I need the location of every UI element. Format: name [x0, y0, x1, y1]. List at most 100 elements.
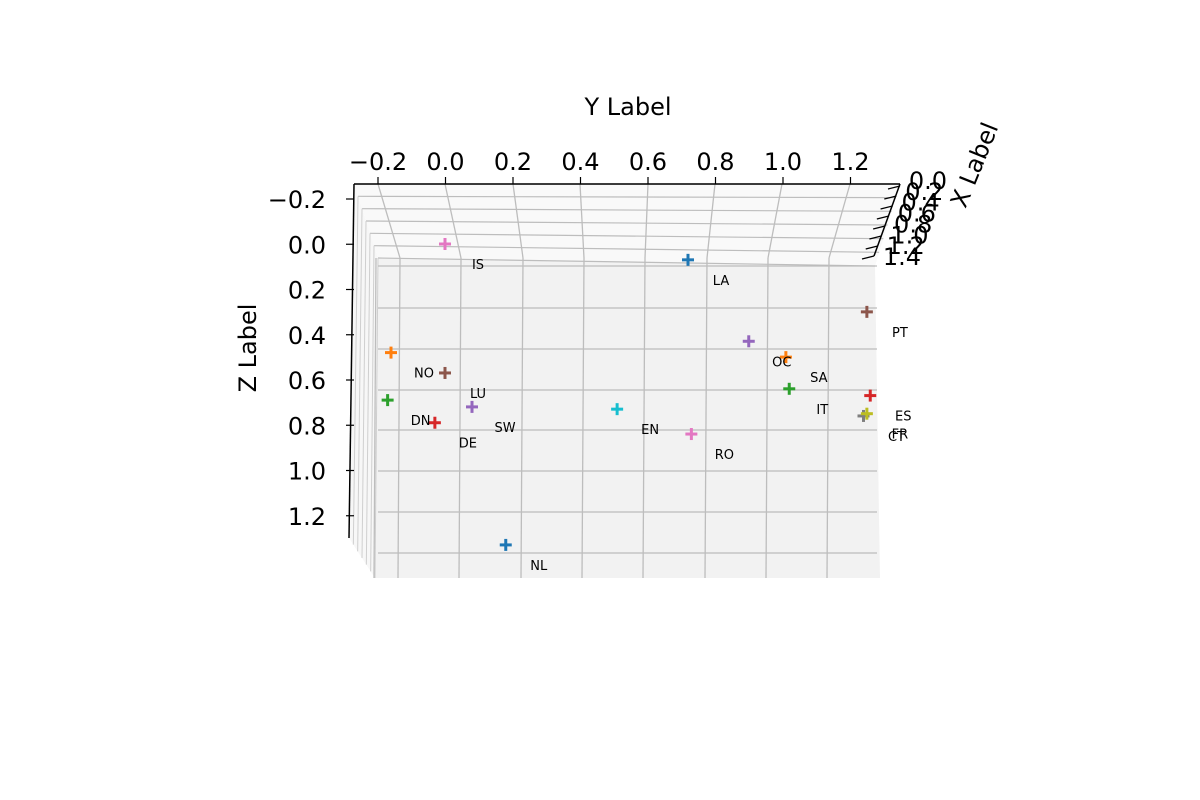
point-label: FR — [892, 428, 909, 443]
depth-gridline — [374, 257, 379, 579]
z-axis-title: Z Label — [234, 304, 262, 393]
point-label: DE — [459, 437, 477, 452]
depth-gridline — [361, 220, 367, 559]
point-label: PT — [892, 326, 908, 341]
data-point: IS — [439, 238, 484, 273]
vertical-gridline — [704, 257, 708, 579]
back-pane — [375, 258, 880, 578]
x-tick-label: 1.0 — [890, 221, 928, 249]
depth-gridline — [357, 208, 363, 552]
point-label: SW — [494, 421, 515, 436]
vertical-gridline — [373, 257, 377, 579]
vertical-gridline — [767, 183, 783, 259]
z-tick-label: −0.2 — [268, 186, 326, 214]
point-label: NL — [530, 559, 548, 574]
x-tick-mark — [865, 245, 878, 250]
point-label: SA — [810, 371, 827, 386]
vertical-gridline — [581, 257, 585, 579]
vertical-gridline — [377, 183, 401, 259]
chart-panes — [349, 184, 900, 578]
x-axis-title: X Label — [945, 119, 1004, 212]
vertical-gridline — [444, 183, 462, 259]
z-tick-label: 0.8 — [288, 412, 326, 440]
x-tick-mark — [869, 235, 882, 240]
data-point: DE — [428, 416, 477, 452]
data-point: LA — [682, 253, 730, 289]
data-point: SW — [466, 400, 516, 436]
z-tick-label: 1.2 — [288, 503, 326, 531]
vertical-gridline — [520, 257, 524, 579]
vertical-gridline — [826, 257, 830, 579]
left-pane — [349, 184, 378, 578]
y-tick-label: 0.2 — [494, 148, 532, 176]
z-tick-label: 0.6 — [288, 367, 326, 395]
vertical-gridline — [642, 257, 646, 579]
x-tick-mark — [872, 225, 886, 230]
z-tick-label: 0.2 — [288, 277, 326, 305]
vertical-gridline — [512, 183, 524, 259]
point-label: IS — [472, 258, 484, 273]
vertical-gridline — [765, 257, 769, 579]
point-label: NO — [414, 367, 434, 382]
vertical-gridline — [706, 183, 716, 259]
point-label: LA — [713, 274, 730, 289]
x-tick-label: 0.8 — [894, 210, 932, 238]
y-tick-label: 1.0 — [764, 148, 802, 176]
vertical-gridline — [644, 183, 649, 259]
x-tick-mark — [861, 255, 875, 260]
chart-axes — [346, 177, 901, 539]
vertical-gridline — [579, 183, 585, 259]
chart-tick-labels: −0.2 0.0 0.2 0.4 0.6 0.8 1.0 1.2−0.20.00.20.40.… — [268, 148, 947, 531]
chart-points: IS LA PT SA IT CT ES FR OC EN RO LU SW DE NO DN NL — [381, 238, 911, 574]
y-axis-title: Y Label — [583, 93, 671, 121]
depth-gridline — [352, 196, 359, 545]
y-tick-label: −0.2 — [349, 148, 407, 176]
y-tick-label: 0.8 — [696, 148, 734, 176]
depth-gridline — [370, 245, 375, 572]
x-tick-label: 0.0 — [909, 167, 947, 195]
z-tick-label: 1.0 — [288, 458, 326, 486]
data-point: SA — [779, 351, 828, 386]
z-axis-line — [348, 183, 355, 539]
data-point: OC — [742, 335, 791, 370]
y-tick-label: 0.6 — [629, 148, 667, 176]
z-tick-label: 0.0 — [288, 231, 326, 259]
data-point: PT — [860, 305, 908, 341]
point-label: EN — [641, 423, 659, 438]
z-tick-label: 0.4 — [288, 322, 326, 350]
y-tick-label: 0.0 — [426, 148, 464, 176]
data-point: ES — [864, 389, 911, 425]
vertical-gridline — [397, 257, 401, 579]
vertical-gridline — [828, 183, 851, 259]
data-point: LU — [439, 366, 486, 402]
x-tick-label: 0.4 — [901, 189, 939, 217]
point-label: DN — [411, 414, 431, 429]
point-label: OC — [772, 355, 791, 370]
x-tick-mark — [876, 215, 890, 220]
depth-gridline — [365, 233, 371, 565]
point-label: RO — [715, 448, 734, 463]
data-point: FR — [860, 407, 909, 443]
data-point: DN — [381, 394, 431, 429]
x-tick-mark — [887, 185, 901, 190]
x-tick-mark — [884, 195, 897, 200]
vertical-gridline — [458, 257, 462, 579]
data-point: IT — [783, 382, 828, 418]
data-point: NO — [385, 346, 434, 382]
point-label: CT — [888, 430, 905, 445]
point-label: LU — [470, 387, 486, 402]
x-tick-label: 1.2 — [887, 232, 925, 260]
point-label: ES — [895, 410, 911, 425]
x-tick-label: 0.2 — [905, 178, 943, 206]
point-label: IT — [816, 403, 828, 418]
y-tick-label: 0.4 — [561, 148, 599, 176]
data-point: RO — [685, 428, 734, 463]
data-point: EN — [611, 403, 659, 438]
data-point: NL — [499, 538, 548, 574]
x-tick-label: 1.4 — [883, 243, 921, 271]
top-pane — [354, 184, 900, 266]
x-tick-mark — [880, 205, 893, 210]
y-tick-label: 1.2 — [831, 148, 869, 176]
x-tick-label: 0.6 — [898, 200, 936, 228]
